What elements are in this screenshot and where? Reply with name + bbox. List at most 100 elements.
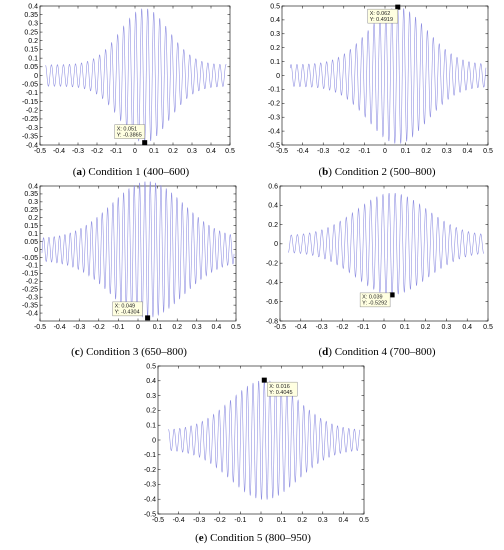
x-tick-label: 0.5 — [359, 517, 369, 524]
data-tip-y: Y: -0.4304 — [115, 310, 140, 316]
x-tick-label: 0.3 — [192, 324, 202, 331]
data-tip-box — [114, 124, 145, 139]
caption-letter: c — [74, 346, 80, 358]
y-tick-label: -0.05 — [22, 81, 38, 88]
y-tick-label: 0.3 — [270, 31, 280, 38]
x-tick-label: -0.2 — [214, 517, 226, 524]
x-tick-label: -0.3 — [316, 324, 328, 331]
x-tick-label: 0.2 — [168, 148, 178, 155]
data-tip-x: X: 0.051 — [117, 126, 138, 132]
data-cursor-marker[interactable] — [389, 292, 395, 298]
chart-panel-e: -0.5 -0.4 -0.3 -0.2 -0.1 0 0.1 0.2 0.3 0.4 0.5 -0.5… — [144, 363, 369, 524]
x-tick-label: -0.2 — [93, 324, 105, 331]
chart-panel-b: -0.5 -0.4 -0.3 -0.2 -0.1 0 0.1 0.2 0.3 0.4 0.5 -0.5… — [268, 3, 493, 155]
caption-c: (c) Condition 3 (650–800) — [71, 346, 187, 358]
y-tick-label: -0.4 — [144, 497, 156, 504]
signal-line — [45, 8, 227, 144]
y-tick-label: 0 — [276, 73, 280, 80]
x-tick-label: 0.4 — [212, 324, 222, 331]
data-cursor-marker[interactable] — [395, 4, 401, 10]
y-tick-label: 0.5 — [270, 3, 280, 10]
y-tick-label: -0.3 — [268, 115, 280, 122]
x-tick-label: 0.3 — [187, 148, 197, 155]
x-tick-label: -0.5 — [34, 148, 46, 155]
y-tick-label: -0.25 — [22, 116, 38, 123]
chart-panel-a: -0.4-0.35-0.3-0.25-0.2-0.15-0.1-0.0500.0… — [22, 3, 235, 155]
x-tick-label: -0.3 — [317, 148, 329, 155]
y-tick-label: 0.2 — [270, 45, 280, 52]
y-tick-label: -0.4 — [268, 128, 280, 135]
y-tick-label: 0 — [34, 73, 38, 80]
x-tick-label: -0.1 — [357, 324, 369, 331]
caption-text: Condition 5 (800–950) — [210, 532, 311, 544]
y-tick-label: 0.35 — [24, 12, 38, 19]
data-tip-box — [267, 381, 298, 397]
y-tick-label: 0.35 — [24, 191, 38, 198]
caption-a: (a) Condition 1 (400–600) — [72, 166, 190, 178]
x-tick-label: -0.2 — [338, 148, 350, 155]
data-tip-x: X: 0.039 — [362, 295, 383, 301]
x-tick-label: 0.3 — [442, 324, 452, 331]
x-tick-label: -0.1 — [112, 324, 124, 331]
x-tick-label: 0.1 — [153, 324, 163, 331]
y-tick-label: 0.1 — [270, 59, 280, 66]
y-tick-label: 0 — [152, 437, 156, 444]
x-tick-label: 0.4 — [206, 148, 216, 155]
y-tick-label: 0.4 — [28, 183, 38, 190]
x-tick-label: 0.3 — [318, 517, 328, 524]
x-tick-label: -0.4 — [297, 148, 309, 155]
y-tick-label: -0.4 — [26, 142, 38, 149]
y-tick-label: 0.2 — [28, 38, 38, 45]
data-tip-box — [367, 8, 398, 24]
data-tip-box — [112, 301, 143, 317]
chart-panel-c: -0.4-0.35-0.3-0.25-0.2-0.15-0.1-0.0500.0… — [22, 181, 241, 331]
x-tick-label: 0.4 — [463, 148, 473, 155]
y-tick-label: 0.05 — [24, 64, 38, 71]
y-tick-label: 0.4 — [268, 203, 278, 210]
x-tick-label: 0.2 — [421, 148, 431, 155]
data-tip-x: X: 0.016 — [269, 384, 290, 390]
x-tick-label: 0.2 — [297, 517, 307, 524]
y-tick-label: -0.2 — [266, 260, 278, 267]
y-tick-label: 0.3 — [146, 393, 156, 400]
x-tick-label: 0.2 — [421, 324, 431, 331]
y-tick-label: -0.8 — [266, 318, 278, 325]
caption-letter: a — [76, 166, 82, 178]
data-cursor-marker[interactable] — [142, 140, 148, 146]
y-tick-label: 0.2 — [28, 215, 38, 222]
data-tip-y: Y: 0.4919 — [370, 17, 393, 23]
y-tick-label: -0.25 — [22, 287, 38, 294]
data-tip-y: Y: 0.4045 — [269, 390, 292, 396]
signal-line — [289, 7, 487, 144]
data-cursor-marker[interactable] — [261, 377, 267, 383]
x-tick-label: 0 — [383, 148, 387, 155]
caption-letter: e — [198, 532, 204, 544]
x-tick-label: -0.4 — [295, 324, 307, 331]
x-tick-label: -0.1 — [234, 517, 246, 524]
y-tick-label: -0.05 — [22, 255, 38, 262]
y-tick-label: 0.05 — [24, 239, 38, 246]
x-tick-label: 0 — [259, 517, 263, 524]
x-tick-label: 0.5 — [231, 324, 241, 331]
caption-letter: b — [322, 166, 329, 178]
y-tick-label: 0.1 — [146, 423, 156, 430]
chart-panel-d: -0.8 -0.6 -0.4 -0.2 0 0.2 0.4 0.6 -0.5 -0.4 -0.3 -0… — [266, 183, 493, 331]
y-tick-label: -0.2 — [268, 101, 280, 108]
x-tick-label: -0.3 — [193, 517, 205, 524]
x-tick-label: 0 — [133, 148, 137, 155]
signal-line — [41, 181, 235, 318]
y-tick-label: -0.3 — [144, 482, 156, 489]
data-cursor-marker[interactable] — [145, 315, 151, 321]
x-tick-label: -0.2 — [91, 148, 103, 155]
x-tick-label: -0.1 — [358, 148, 370, 155]
y-tick-label: -0.15 — [22, 99, 38, 106]
data-tip-box — [359, 292, 391, 308]
y-tick-label: -0.5 — [144, 511, 156, 518]
x-tick-label: 0.5 — [483, 324, 493, 331]
x-tick-label: -0.3 — [72, 148, 84, 155]
caption-text: Condition 1 (400–600) — [88, 166, 190, 178]
x-tick-label: 0.1 — [149, 148, 159, 155]
x-tick-label: -0.2 — [336, 324, 348, 331]
y-tick-label: -0.5 — [268, 142, 280, 149]
x-tick-label: 0 — [382, 324, 386, 331]
